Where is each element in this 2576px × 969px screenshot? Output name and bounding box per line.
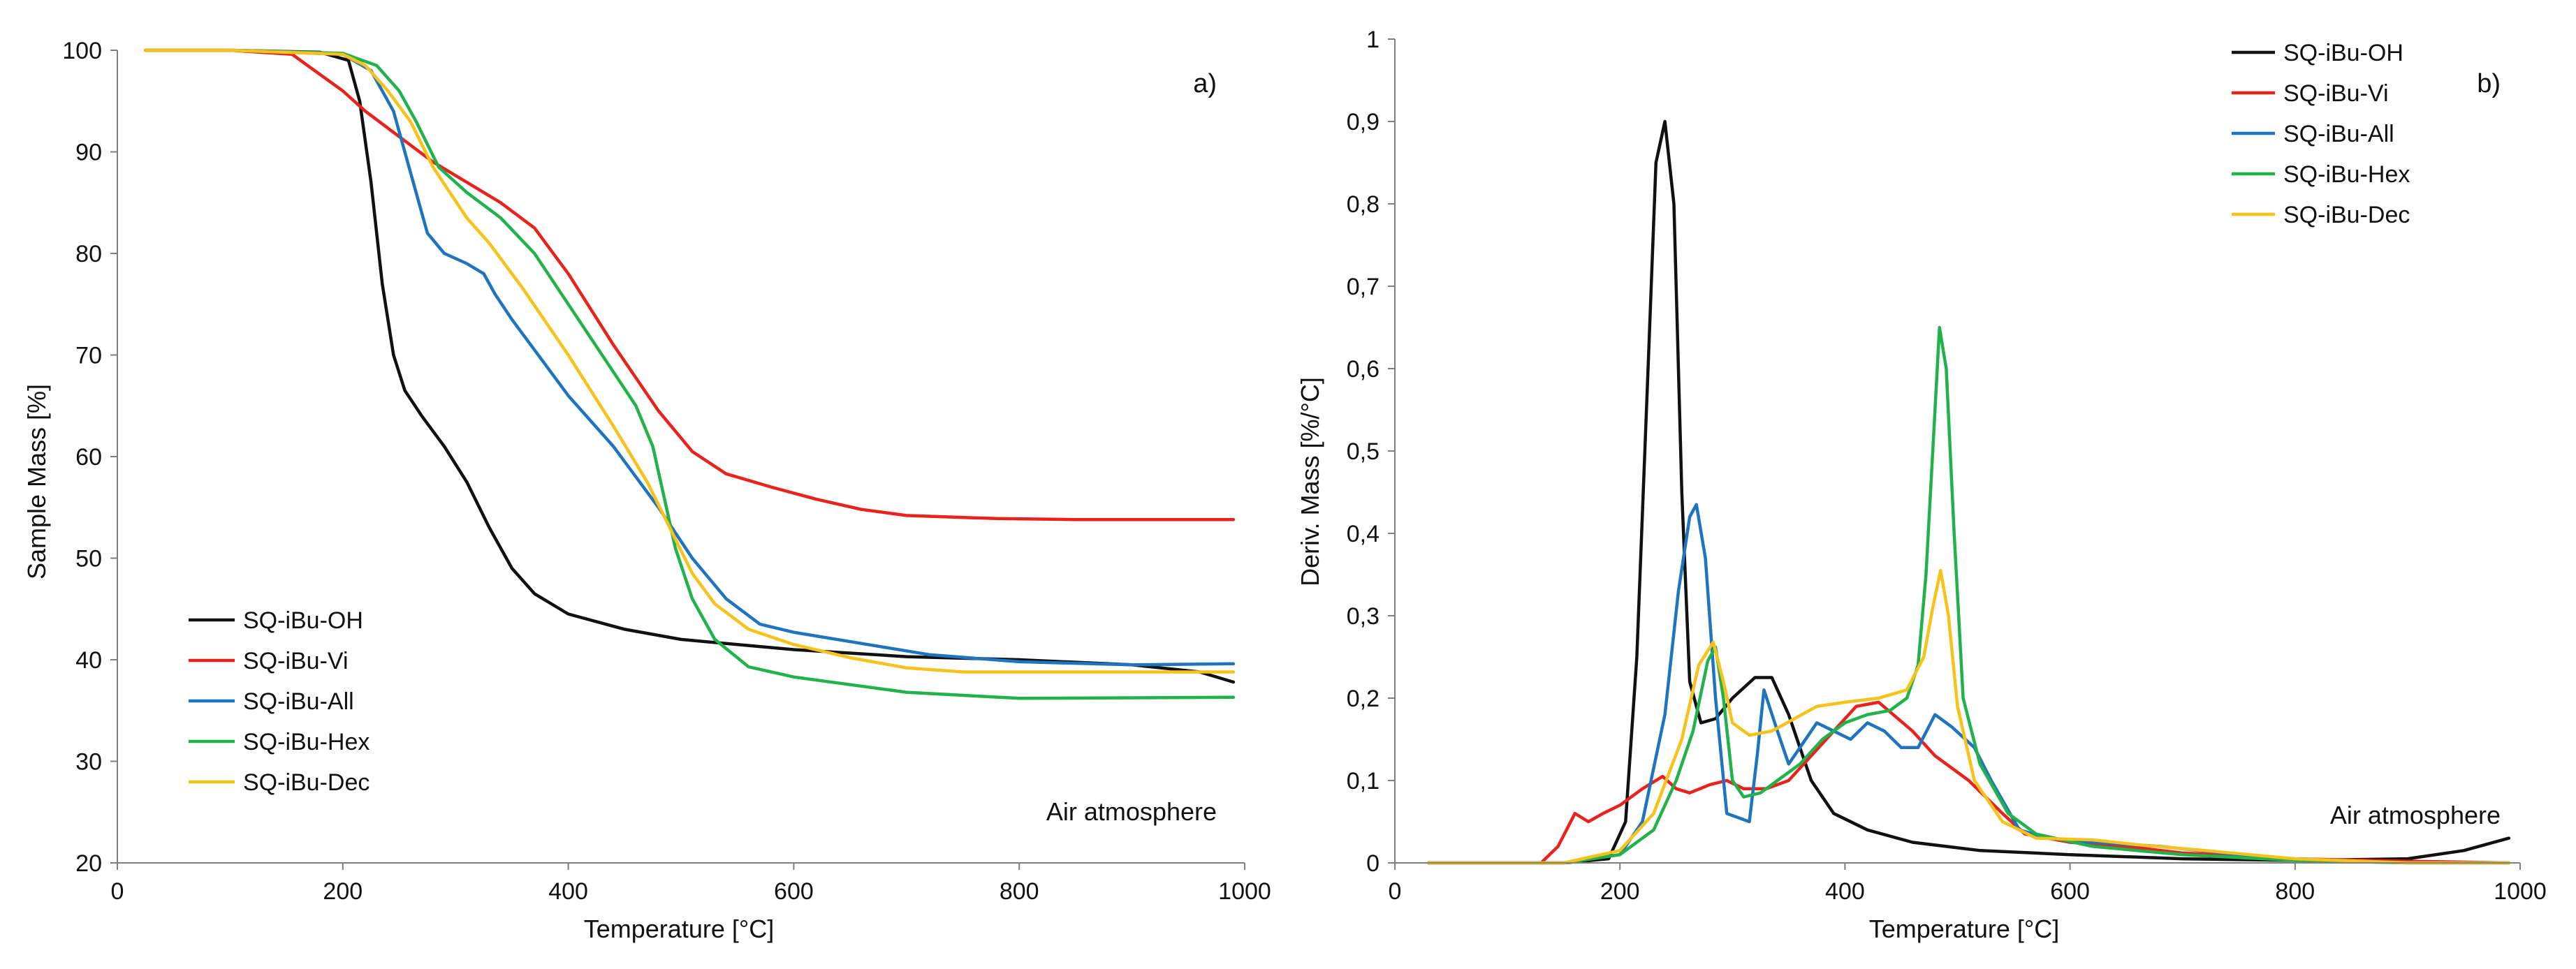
panel-b-y-tick-label: 0,2 (1347, 686, 1380, 712)
panel-a-y-tick-label: 50 (75, 546, 102, 572)
panel-b-series-sq-ibu-dec (1427, 568, 2511, 865)
panel-a-series-sq-ibu-dec (144, 48, 1236, 674)
panel-a-legend-label-sq-ibu-oh: SQ-iBu-OH (243, 607, 363, 634)
panel-a-x-tick-label: 200 (323, 878, 363, 905)
panel-b-y-tick-label: 0,5 (1347, 438, 1380, 465)
panel-b-x-tick-label: 200 (1600, 878, 1640, 905)
panel-b-legend-label-sq-ibu-all: SQ-iBu-All (2283, 121, 2394, 147)
panel-a-legend-label-sq-ibu-dec: SQ-iBu-Dec (243, 769, 369, 796)
panel-a-y-tick-label: 90 (75, 140, 102, 166)
panel-b-y-tick-label: 0,4 (1347, 521, 1380, 547)
panel-a-annotation: Air atmosphere (1046, 797, 1217, 826)
panel-b-legend: SQ-iBu-OH SQ-iBu-Vi SQ-iBu-All SQ-iBu-Hex SQ… (2232, 40, 2410, 228)
panel-b-series-sq-ibu-hex (1427, 325, 2511, 865)
panel-a-x-tick-label: 600 (774, 878, 814, 905)
panel-b-y-tick-label: 0,8 (1347, 191, 1380, 218)
panel-a-x-axis-label: Temperature [°C] (584, 915, 775, 943)
panel-a-x-tick-label: 0 (111, 878, 124, 905)
panel-b-y-tick-label: 0,1 (1347, 768, 1380, 794)
panel-b-series (1427, 119, 2511, 865)
panel-b-annotation: Air atmosphere (2330, 801, 2501, 829)
panel-a-label: a) (1193, 69, 1217, 98)
panel-b-x-tick-label: 800 (2275, 878, 2315, 905)
panel-a-y-tick-label: 100 (62, 38, 102, 64)
panel-a-series-sq-ibu-all (144, 48, 1236, 667)
panel-b-x-tick-label: 1000 (2494, 878, 2547, 905)
panel-b-x-tick-label: 0 (1389, 878, 1402, 905)
panel-a-legend-label-sq-ibu-hex: SQ-iBu-Hex (243, 729, 369, 755)
panel-b-x-tick-label: 400 (1825, 878, 1865, 905)
panel-b-legend-label-sq-ibu-hex: SQ-iBu-Hex (2283, 161, 2410, 188)
panel-a-legend: SQ-iBu-OH SQ-iBu-Vi SQ-iBu-All SQ-iBu-Hex SQ… (189, 607, 369, 796)
panel-a-series-sq-ibu-oh (144, 48, 1236, 684)
panel-b-legend-label-sq-ibu-dec: SQ-iBu-Dec (2283, 202, 2410, 228)
panel-b-chart: 0 0,1 0,2 0,3 0,4 0,5 0,6 0,7 0,8 0,9 1 0 200 400 600 8… (1296, 27, 2547, 943)
panel-a-x-tick-label: 400 (548, 878, 588, 905)
panel-b-y-axis-label: Deriv. Mass [%/°C] (1296, 377, 1324, 586)
panel-b-y-tick-label: 0,9 (1347, 109, 1380, 135)
panel-a-y-tick-label: 60 (75, 444, 102, 471)
panel-b-legend-label-sq-ibu-oh: SQ-iBu-OH (2283, 40, 2403, 66)
panel-a-legend-label-sq-ibu-all: SQ-iBu-All (243, 688, 354, 715)
panel-a-y-tick-label: 40 (75, 647, 102, 674)
panel-a-x-tick-label: 800 (1000, 878, 1039, 905)
panel-a-y-tick-label: 20 (75, 850, 102, 877)
panel-b-x-tick-label: 600 (2050, 878, 2090, 905)
panel-b-y-tick-label: 1 (1366, 27, 1380, 53)
panel-a-legend-label-sq-ibu-vi: SQ-iBu-Vi (243, 648, 349, 674)
panel-b-y-tick-label: 0,6 (1347, 356, 1380, 383)
panel-b-y-tick-label: 0 (1366, 850, 1380, 877)
panel-b-x-axis-label: Temperature [°C] (1869, 915, 2060, 943)
panel-a-y-tick-label: 70 (75, 343, 102, 369)
panel-b-label: b) (2477, 69, 2501, 98)
panel-a-y-axis-label: Sample Mass [%] (22, 384, 51, 579)
panel-a-series-sq-ibu-hex (144, 48, 1236, 700)
panel-a-x-tick-label: 1000 (1218, 878, 1271, 905)
panel-b-y-tick-label: 0,7 (1347, 274, 1380, 300)
panel-b-series-sq-ibu-oh (1427, 119, 2511, 865)
panel-b-legend-label-sq-ibu-vi: SQ-iBu-Vi (2283, 80, 2389, 107)
panel-a-y-tick-label: 80 (75, 241, 102, 267)
panel-b-y-tick-label: 0,3 (1347, 603, 1380, 630)
panel-a-y-tick-label: 30 (75, 749, 102, 776)
panel-a-series (144, 48, 1236, 700)
panel-a-series-sq-ibu-vi (144, 48, 1236, 522)
